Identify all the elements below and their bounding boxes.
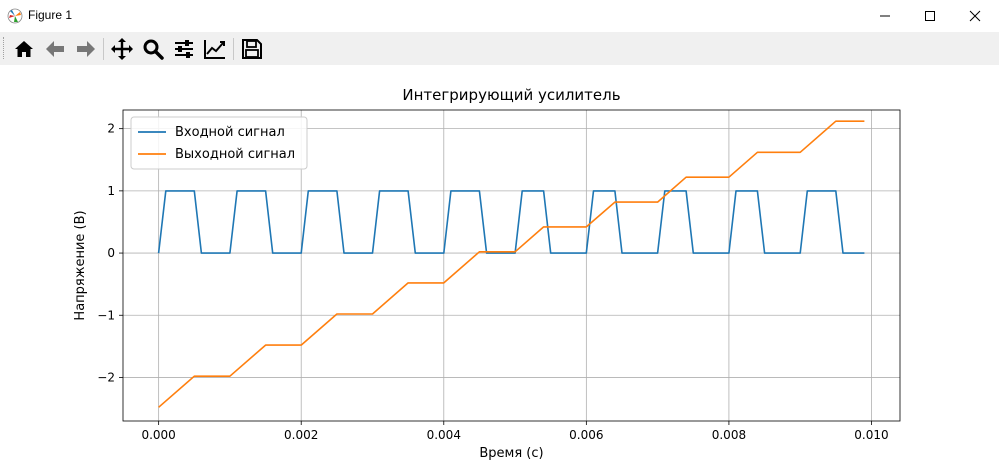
- configure-subplots-button[interactable]: [171, 36, 197, 62]
- x-axis-label: Время (с): [479, 446, 543, 461]
- axis-ticks: 0.000 0.002 0.004 0.006 0.008 0.010 −2 −1 0 1 2: [97, 122, 888, 442]
- x-tick-label: 0.000: [141, 428, 175, 442]
- plot-area-frame: [122, 109, 901, 422]
- legend-box: [130, 116, 308, 170]
- window-titlebar: Figure 1: [0, 0, 999, 32]
- home-icon: [15, 41, 33, 57]
- back-arrow-icon: [46, 41, 64, 57]
- maximize-icon: [925, 11, 935, 21]
- x-tick-label: 0.002: [284, 428, 318, 442]
- forward-button[interactable]: [73, 36, 99, 62]
- series-line-1: [157, 190, 865, 254]
- legend-label-1: Входной сигнал: [175, 125, 285, 140]
- toolbar-separator: [103, 38, 104, 60]
- x-tick-label: 0.004: [427, 428, 461, 442]
- close-icon: [969, 10, 981, 22]
- x-tick-label: 0.008: [712, 428, 746, 442]
- series-line-2: [158, 120, 865, 408]
- back-button[interactable]: [42, 36, 68, 62]
- home-button[interactable]: [11, 36, 37, 62]
- figure-canvas[interactable]: 0.000 0.002 0.004 0.006 0.008 0.010 −2 −1 0 1 2 Ин…: [0, 65, 999, 465]
- plot-lines: [157, 120, 865, 408]
- legend: Входной сигнал Выходной сигнал: [130, 116, 308, 170]
- y-tick-label: −1: [97, 308, 115, 322]
- pan-button[interactable]: [109, 36, 135, 62]
- matplotlib-logo-icon: [7, 8, 23, 24]
- zoom-button[interactable]: [140, 36, 166, 62]
- y-tick-label: 0: [107, 246, 115, 260]
- save-icon: [242, 39, 262, 59]
- pan-icon: [111, 38, 133, 60]
- close-button[interactable]: [952, 0, 998, 32]
- line-chart: 0.000 0.002 0.004 0.006 0.008 0.010 −2 −1 0 1 2 Ин…: [73, 86, 901, 461]
- navigation-toolbar: [0, 32, 999, 65]
- toolbar-separator: [233, 38, 234, 60]
- legend-label-2: Выходной сигнал: [175, 147, 295, 162]
- toolbar-grip: [3, 37, 6, 59]
- edit-axis-button[interactable]: [202, 36, 228, 62]
- zoom-icon: [143, 39, 164, 60]
- y-axis-label: Напряжение (В): [73, 210, 88, 320]
- save-button[interactable]: [239, 36, 265, 62]
- window-title: Figure 1: [28, 8, 73, 22]
- chart-title: Интегрирующий усилитель: [402, 86, 620, 104]
- y-tick-label: 1: [107, 184, 115, 198]
- configure-subplots-icon: [175, 40, 193, 58]
- forward-arrow-icon: [77, 41, 95, 57]
- edit-axis-icon: [204, 40, 225, 59]
- y-tick-label: −2: [97, 370, 115, 384]
- minimize-icon: [880, 15, 890, 17]
- minimize-button[interactable]: [862, 0, 908, 32]
- x-tick-label: 0.006: [569, 428, 603, 442]
- y-tick-label: 2: [107, 122, 115, 136]
- maximize-button[interactable]: [907, 0, 953, 32]
- x-tick-label: 0.010: [854, 428, 888, 442]
